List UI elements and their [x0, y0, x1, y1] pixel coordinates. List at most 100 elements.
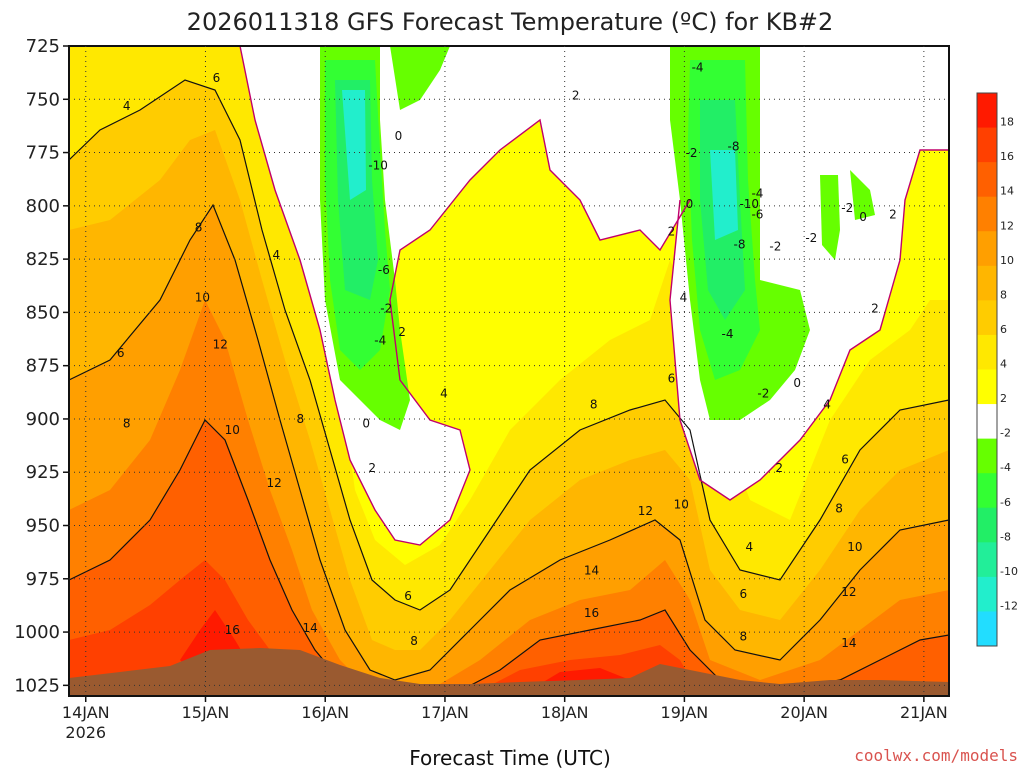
band-14to16 [69, 420, 949, 696]
y-tick-label: 725 [26, 36, 60, 57]
contour-label: -4 [374, 333, 386, 347]
colorbar-swatch [977, 162, 997, 198]
contour-label: 0 [793, 376, 801, 390]
x-year-label: 2026 [65, 723, 106, 742]
contour-label: -8 [728, 139, 740, 153]
contour-label: 10 [847, 540, 862, 554]
y-tick-label: 950 [26, 516, 60, 537]
contour-label: 8 [410, 634, 418, 648]
isotherm-lines [69, 79, 949, 696]
x-tick-label: 21JAN [900, 703, 948, 722]
y-tick-label: 875 [26, 356, 60, 377]
x-tick-label: 17JAN [421, 703, 469, 722]
chart-title: 2026011318 GFS Forecast Temperature (ºC)… [187, 8, 834, 36]
isotherm-line [69, 418, 949, 696]
x-tick-label: 14JAN [62, 703, 110, 722]
contour-label: 2 [775, 461, 783, 475]
contour-label: 14 [841, 636, 856, 650]
x-tick-label: 19JAN [661, 703, 709, 722]
contour-label: 12 [638, 504, 653, 518]
isotherm-line [69, 79, 949, 611]
contour-label: -2 [769, 240, 781, 254]
x-axis-label: Forecast Time (UTC) [409, 746, 611, 768]
colorbar-swatch [977, 369, 997, 405]
colorbar-label: -10 [1000, 565, 1018, 578]
contour-label: -4 [692, 61, 704, 75]
contour-label: -2 [686, 146, 698, 160]
contour-label: -10 [368, 159, 388, 173]
contour-label: 2 [572, 88, 580, 102]
contour-label: 6 [668, 372, 676, 386]
contour-label: 4 [745, 540, 753, 554]
colorbar-label: -6 [1000, 496, 1011, 509]
y-tick-label: 775 [26, 143, 60, 164]
contour-label: 4 [273, 248, 281, 262]
band-m2to0-d [820, 175, 840, 260]
contour-label: -2 [380, 301, 392, 315]
isotherm-line [69, 203, 949, 681]
contour-label: 8 [195, 220, 203, 234]
contour-label: 8 [835, 502, 843, 516]
gridlines [69, 46, 949, 696]
contour-label: 8 [739, 630, 747, 644]
contour-label: 14 [584, 564, 599, 578]
colorbar-swatch [977, 127, 997, 163]
band-m2to0-b [390, 46, 450, 110]
contour-label: 0 [362, 416, 370, 430]
y-tick-label: 900 [26, 409, 60, 430]
contour-label: -2 [841, 201, 853, 215]
colorbar-swatch [977, 576, 997, 612]
contour-label: 0 [395, 129, 403, 143]
colorbar-swatch [977, 334, 997, 370]
x-tick-label: 20JAN [780, 703, 828, 722]
freezing-lines [239, 46, 949, 546]
contour-label: 16 [584, 606, 599, 620]
plot-frame [68, 45, 950, 697]
y-tick-label: 1000 [14, 622, 60, 643]
colorbar-label: 12 [1000, 219, 1014, 232]
contour-label: 6 [117, 346, 125, 360]
y-tick-label: 800 [26, 196, 60, 217]
y-tick-label: 925 [26, 462, 60, 483]
y-tick-label: 1025 [14, 675, 60, 696]
y-tick-label: 975 [26, 569, 60, 590]
contour-label: -6 [751, 208, 763, 222]
contour-label: 16 [225, 623, 240, 637]
colorbar-label: -12 [1000, 599, 1018, 612]
colorbar-swatch [977, 265, 997, 301]
colorbar-swatch [977, 611, 997, 647]
contour-label: 12 [213, 338, 228, 352]
colorbar-swatch [977, 196, 997, 232]
contour-label: 6 [213, 71, 221, 85]
colorbar-swatch [977, 438, 997, 474]
contour-label: 6 [404, 589, 412, 603]
colorbar-swatch [977, 473, 997, 509]
contour-label: 2 [398, 325, 406, 339]
colorbar-label: 14 [1000, 185, 1014, 198]
colorbar-swatch [977, 93, 997, 129]
contour-label: -8 [733, 237, 745, 251]
contour-label: 10 [674, 497, 689, 511]
contour-label: -4 [751, 186, 763, 200]
contour-label: 2 [871, 301, 879, 315]
freezing-line [239, 46, 691, 546]
band-m10to-8-b [710, 150, 738, 240]
colorbar-label: -4 [1000, 461, 1011, 474]
contour-label: 8 [590, 397, 598, 411]
contour-label: 2 [668, 225, 676, 239]
x-tick-label: 16JAN [301, 703, 349, 722]
contour-label: 8 [123, 416, 131, 430]
contour-label: -6 [378, 263, 390, 277]
contour-label: -4 [722, 327, 734, 341]
contour-label: 4 [680, 291, 688, 305]
contour-label: 12 [841, 585, 856, 599]
contour-label: 12 [267, 476, 282, 490]
credit-text[interactable]: coolwx.com/models [854, 746, 1018, 765]
contour-label: -10 [739, 197, 759, 211]
colorbar-swatch [977, 231, 997, 267]
contour-label: 2 [889, 208, 897, 222]
colorbar-label: -2 [1000, 427, 1011, 440]
colorbar-swatch [977, 300, 997, 336]
